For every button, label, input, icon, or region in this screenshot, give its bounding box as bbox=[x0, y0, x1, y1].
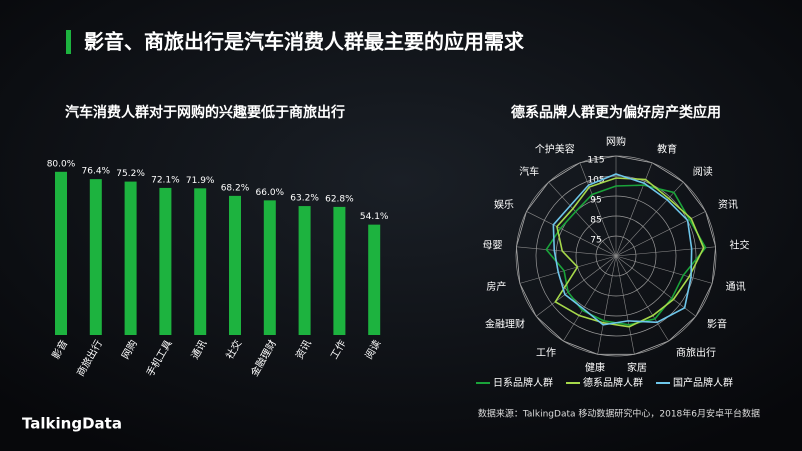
axis-label: 阅读 bbox=[693, 165, 713, 178]
value-label: 54.1% bbox=[360, 212, 389, 222]
spoke bbox=[615, 255, 696, 317]
series-line bbox=[554, 177, 705, 328]
bar bbox=[159, 187, 172, 335]
bar-chart-title: 汽车消费人群对于网购的兴趣要低于商旅出行 bbox=[65, 104, 345, 121]
axis-label: 健康 bbox=[585, 361, 605, 374]
bar bbox=[124, 181, 137, 335]
axis-label: 汽车 bbox=[519, 165, 539, 178]
title-accent bbox=[66, 30, 71, 54]
r-tick-label: 115 bbox=[587, 156, 604, 166]
r-tick-label: 75 bbox=[590, 236, 601, 246]
spoke bbox=[597, 255, 617, 355]
axis-label: 母婴 bbox=[482, 239, 502, 251]
outer-frame bbox=[516, 155, 716, 355]
grid-ring bbox=[595, 235, 637, 277]
bar bbox=[89, 179, 102, 335]
value-label: 63.2% bbox=[290, 194, 319, 204]
radar-chart-title: 德系品牌人群更为偏好房产类应用 bbox=[511, 104, 721, 121]
axis-label: 通讯 bbox=[726, 281, 746, 293]
value-label: 62.8% bbox=[325, 194, 354, 204]
axis-label: 社交 bbox=[730, 238, 750, 251]
bar bbox=[333, 206, 346, 335]
axis-label: 娱乐 bbox=[494, 198, 514, 211]
spoke bbox=[516, 246, 617, 257]
r-tick-label: 105 bbox=[587, 176, 604, 186]
legend-label: 日系品牌人群 bbox=[493, 376, 553, 389]
spoke bbox=[615, 181, 684, 257]
value-label: 76.4% bbox=[82, 167, 111, 177]
bar bbox=[263, 200, 276, 335]
spoke bbox=[519, 255, 617, 284]
axis-label: 家居 bbox=[627, 361, 647, 374]
spoke bbox=[615, 162, 653, 257]
slide-title: 影音、商旅出行是汽车消费人群最主要的应用需求 bbox=[84, 30, 525, 54]
spoke bbox=[615, 255, 669, 342]
axis-label: 金融理财 bbox=[485, 318, 525, 331]
spoke bbox=[579, 162, 617, 257]
value-label: 71.9% bbox=[186, 176, 215, 186]
r-tick-label: 85 bbox=[590, 216, 601, 226]
legend-label: 德系品牌人群 bbox=[583, 376, 643, 389]
spoke bbox=[548, 181, 617, 257]
r-tick-label: 95 bbox=[590, 196, 601, 206]
axis-label: 网购 bbox=[606, 135, 626, 148]
axis-label: 个护美容 bbox=[535, 143, 575, 156]
grid-ring bbox=[575, 215, 657, 297]
source-note: 数据来源：TalkingData 移动数据研究中心，2018年6月安卓平台数据 bbox=[478, 408, 760, 420]
spoke bbox=[526, 211, 617, 257]
axis-label: 房产 bbox=[486, 280, 506, 293]
axis-label: 工作 bbox=[536, 347, 556, 359]
axis-label: 影音 bbox=[707, 318, 727, 331]
series-line bbox=[552, 173, 693, 326]
value-label: 68.2% bbox=[221, 183, 250, 193]
bar bbox=[298, 206, 311, 335]
value-label: 80.0% bbox=[47, 159, 76, 169]
legend-label: 国产品牌人群 bbox=[673, 376, 733, 389]
spoke bbox=[615, 246, 716, 257]
grid-ring bbox=[515, 155, 717, 357]
spoke bbox=[615, 255, 635, 355]
bar bbox=[368, 224, 381, 335]
bar bbox=[229, 195, 241, 335]
value-label: 72.1% bbox=[151, 175, 180, 185]
axis-label: 教育 bbox=[657, 143, 677, 156]
axis-label: 资讯 bbox=[718, 199, 738, 211]
spoke bbox=[615, 255, 713, 284]
value-label: 66.0% bbox=[256, 188, 285, 198]
value-label: 75.2% bbox=[116, 169, 145, 179]
grid-ring bbox=[535, 175, 697, 337]
bar bbox=[55, 171, 67, 335]
logo: TalkingData bbox=[22, 415, 122, 433]
spoke bbox=[536, 255, 617, 317]
bar bbox=[194, 188, 207, 335]
spoke bbox=[563, 255, 617, 342]
axis-label: 商旅出行 bbox=[676, 346, 716, 359]
